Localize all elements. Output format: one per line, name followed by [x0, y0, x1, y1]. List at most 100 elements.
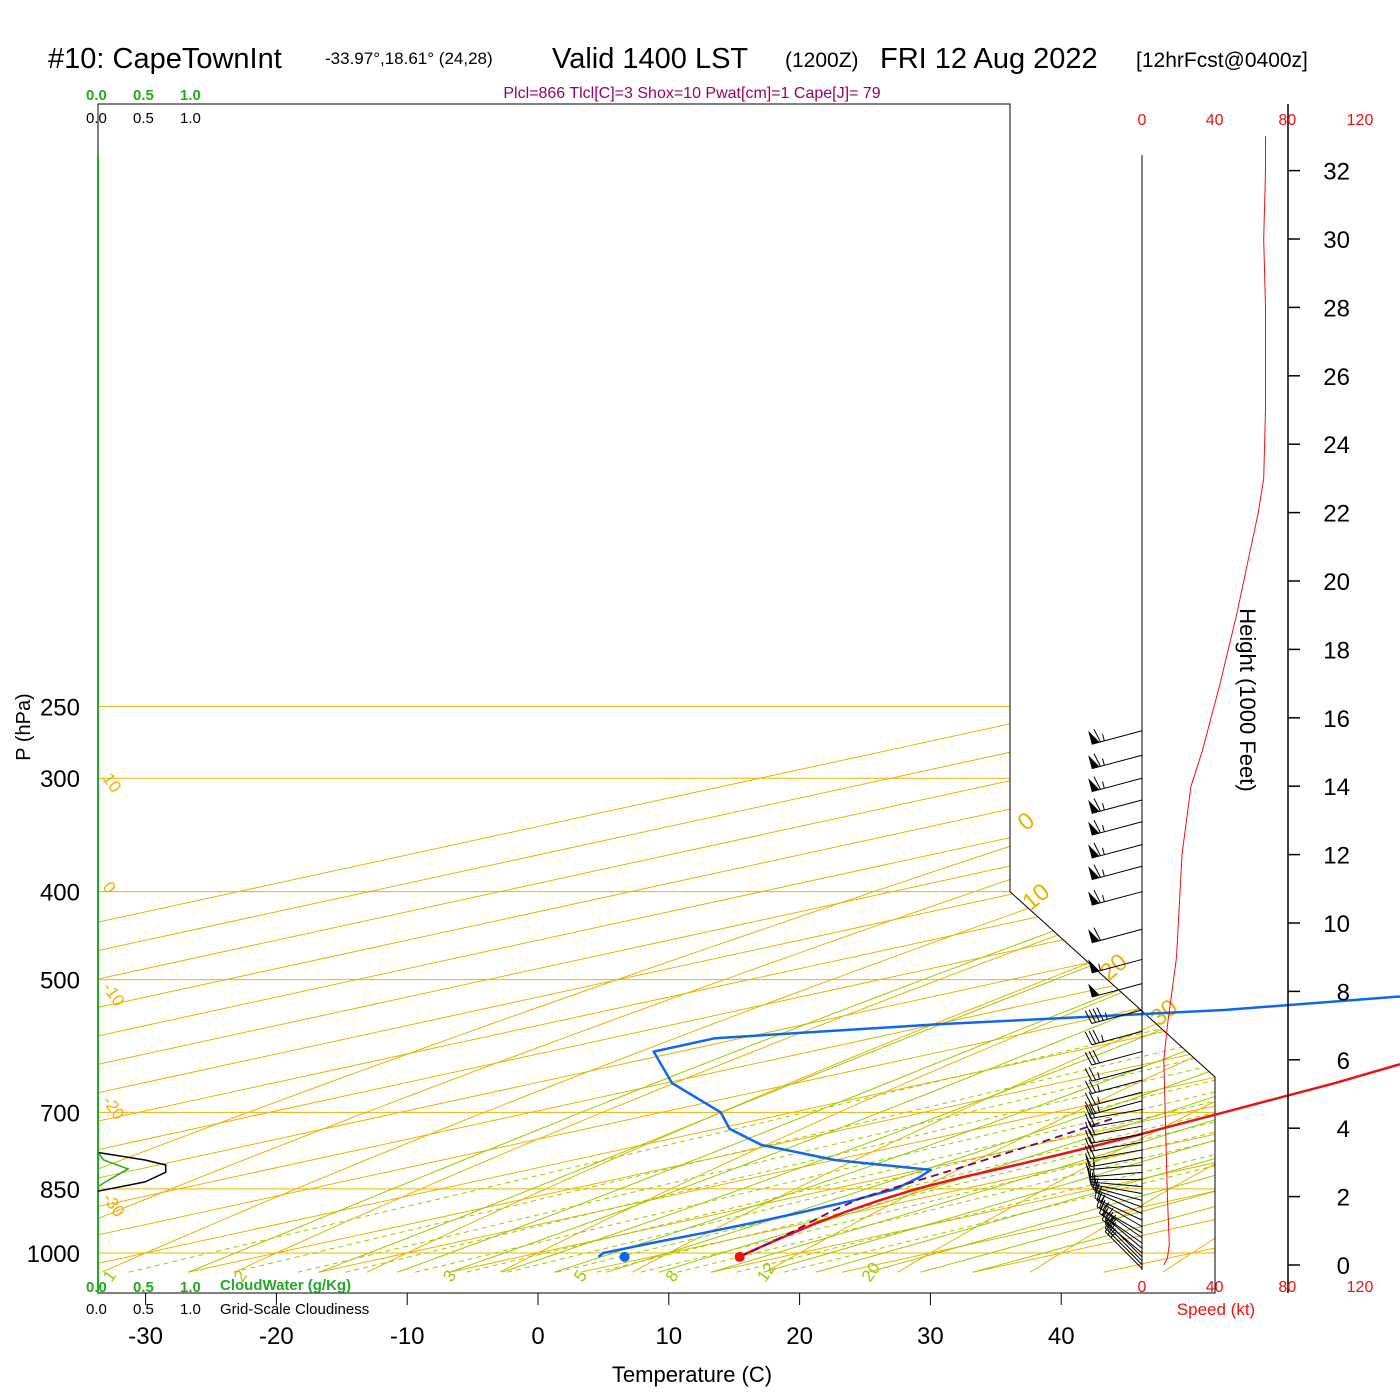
barb-staff: [1091, 1067, 1143, 1082]
moist-adiabat: [318, 705, 1215, 1273]
temp-tick-label: 0: [531, 1323, 544, 1350]
barb-half-feather: [1102, 733, 1105, 742]
valid-time: Valid 1400 LST: [552, 43, 748, 75]
cloudwater-scale-tick: 0.5: [133, 87, 154, 104]
wind-barb: [1088, 864, 1143, 881]
barb-half-feather: [1097, 1072, 1100, 1080]
wind-barb: [1088, 958, 1143, 974]
dry-adiabat: [1162, 705, 1215, 1273]
barb-half-feather: [1102, 847, 1105, 855]
barb-feather: [1088, 1137, 1096, 1151]
moist-adiabat-label: 8: [662, 1267, 683, 1286]
barb-half-feather: [1098, 1186, 1102, 1194]
temp-tick-label: 30: [917, 1323, 944, 1350]
cloudiness-scale-tick: 0.5: [133, 110, 154, 127]
isotherm-line: [98, 705, 1215, 1273]
barb-staff: [1104, 1227, 1143, 1266]
barb-half-feather: [1093, 1169, 1095, 1177]
barb-feather: [1084, 1153, 1092, 1167]
barb-flag: [1088, 730, 1100, 745]
wind-barb: [1084, 1079, 1143, 1095]
speed-tick-label: 0: [1138, 1279, 1147, 1296]
wind-barb: [1088, 842, 1143, 859]
moist-adiabat: [972, 705, 1215, 1273]
barb-flag: [1088, 983, 1100, 998]
height-axis-title: Height (1000 Feet): [1235, 608, 1260, 791]
height-tick-label: 6: [1337, 1048, 1350, 1075]
cloudiness-scale-tick: 0.0: [86, 110, 107, 127]
height-tick-label: 26: [1323, 364, 1350, 391]
parcel-line: [739, 1117, 1116, 1258]
mixing-ratio-line: [596, 891, 1215, 1273]
height-tick-label: 32: [1323, 159, 1350, 186]
moist-adiabat-label: 5: [570, 1267, 591, 1286]
barb-staff: [1091, 1091, 1143, 1107]
barb-feather: [1084, 1121, 1092, 1136]
barb-staff: [1091, 1186, 1143, 1201]
moist-adiabat: [815, 705, 1215, 1273]
cloudwater-scale-tick: 1.0: [180, 1279, 201, 1296]
wind-barb: [1088, 728, 1143, 745]
barb-feather: [1093, 798, 1101, 812]
barb-flag: [1088, 891, 1100, 906]
moist-adiabat: [501, 705, 1215, 1273]
cloudwater-bottom-scale: 0.0 0.5 1.0 CloudWater (g/Kg): [86, 1277, 351, 1296]
isotherm-line: [98, 705, 1091, 1273]
barb-half-feather: [1102, 803, 1105, 811]
cloudwater-line: [97, 1152, 130, 1188]
wind-barb: [1088, 983, 1143, 998]
barb-staff: [1099, 1207, 1143, 1239]
barb-feather: [1084, 1137, 1092, 1152]
wind-barb: [1084, 1129, 1143, 1144]
dry-adiabat: [366, 705, 1215, 1273]
isotherm-line: [98, 705, 1215, 1273]
height-tick-label: 14: [1323, 774, 1350, 801]
isotherm-label: -30: [99, 1189, 129, 1220]
pressure-tick-label: 850: [40, 1177, 80, 1204]
barb-staff: [1090, 1141, 1143, 1152]
barb-feather: [1085, 1163, 1091, 1178]
y-axis-title: P (hPa): [13, 693, 35, 760]
cloudiness-top-scale: 0.0 0.5 1.0: [86, 110, 201, 127]
valid-date: FRI 12 Aug 2022: [880, 43, 1098, 75]
mixing-ratio-line: [677, 891, 1215, 1273]
plot-frame: [97, 103, 1216, 1294]
wind-barb: [1088, 798, 1143, 814]
isotherm-label: -10: [99, 979, 129, 1010]
barb-staff: [1090, 1109, 1143, 1120]
barb-flag: [1088, 755, 1100, 769]
height-tick-label: 24: [1323, 432, 1350, 459]
side-panels: 0040408080120120024681012141618202224262…: [1084, 104, 1373, 1296]
barb-feather: [1093, 889, 1101, 904]
isotherm-line: [98, 705, 1215, 1273]
mixing-ratio-line: [297, 891, 1215, 1273]
barb-staff: [1090, 1117, 1143, 1128]
pressure-tick-label: 500: [40, 968, 80, 995]
x-axis-title: Temperature (C): [612, 1362, 772, 1387]
isotherm-line: [187, 705, 1215, 1273]
barb-staff: [1094, 1197, 1143, 1221]
barb-half-feather: [1102, 781, 1105, 789]
barb-staff: [1096, 1200, 1143, 1227]
moist-adiabat: [449, 705, 1215, 1273]
speed-tick-label: 40: [1206, 112, 1224, 129]
mixing-ratio-line: [783, 891, 1215, 1273]
barb-feather: [1092, 1029, 1100, 1043]
wind-barb: [1088, 927, 1143, 944]
isotherm-label: 0: [99, 878, 120, 897]
barb-staff: [1090, 1181, 1143, 1188]
barb-half-feather: [1104, 1211, 1111, 1218]
barb-feather: [1084, 1080, 1093, 1094]
barb-feather: [1084, 1052, 1093, 1066]
barb-feather: [1096, 1007, 1104, 1021]
height-tick-label: 4: [1337, 1116, 1350, 1143]
wind-barb: [1084, 1121, 1143, 1136]
barb-feather: [1094, 1184, 1099, 1199]
barb-staff: [1091, 1009, 1143, 1024]
cloudiness-scale-tick: 1.0: [180, 1301, 201, 1318]
mixing-ratio-line: [507, 891, 1215, 1273]
barb-flag: [1088, 929, 1100, 943]
temperature-line: [739, 1062, 1400, 1259]
dry-adiabat: [897, 705, 1215, 1273]
